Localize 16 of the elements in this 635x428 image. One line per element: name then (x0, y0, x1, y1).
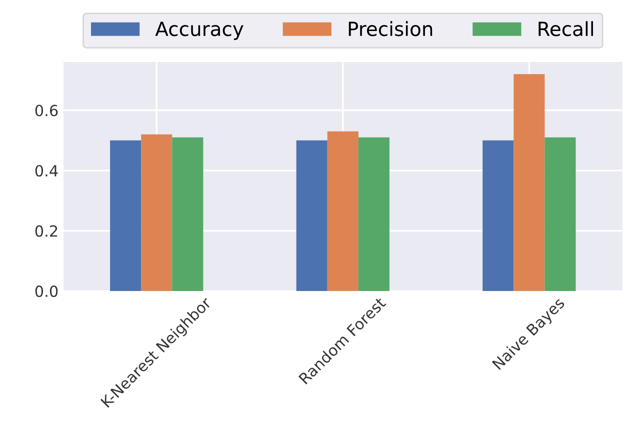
legend-label: Recall (538, 21, 593, 36)
bar (327, 131, 358, 292)
y-tick-label: 0.2 (35, 225, 58, 237)
bar (172, 137, 204, 292)
y-tick-label: 0.6 (35, 104, 58, 116)
y-tick-label: 0.4 (35, 164, 58, 177)
bar (358, 137, 390, 292)
bar (514, 74, 545, 292)
y-tick-label: 0.0 (35, 286, 58, 298)
legend-label: Accuracy (155, 22, 244, 40)
bar (110, 140, 142, 292)
bar (296, 140, 328, 292)
legend-label: Precision (348, 21, 432, 36)
bar (544, 137, 576, 292)
bar (482, 140, 514, 292)
bar (141, 134, 172, 292)
